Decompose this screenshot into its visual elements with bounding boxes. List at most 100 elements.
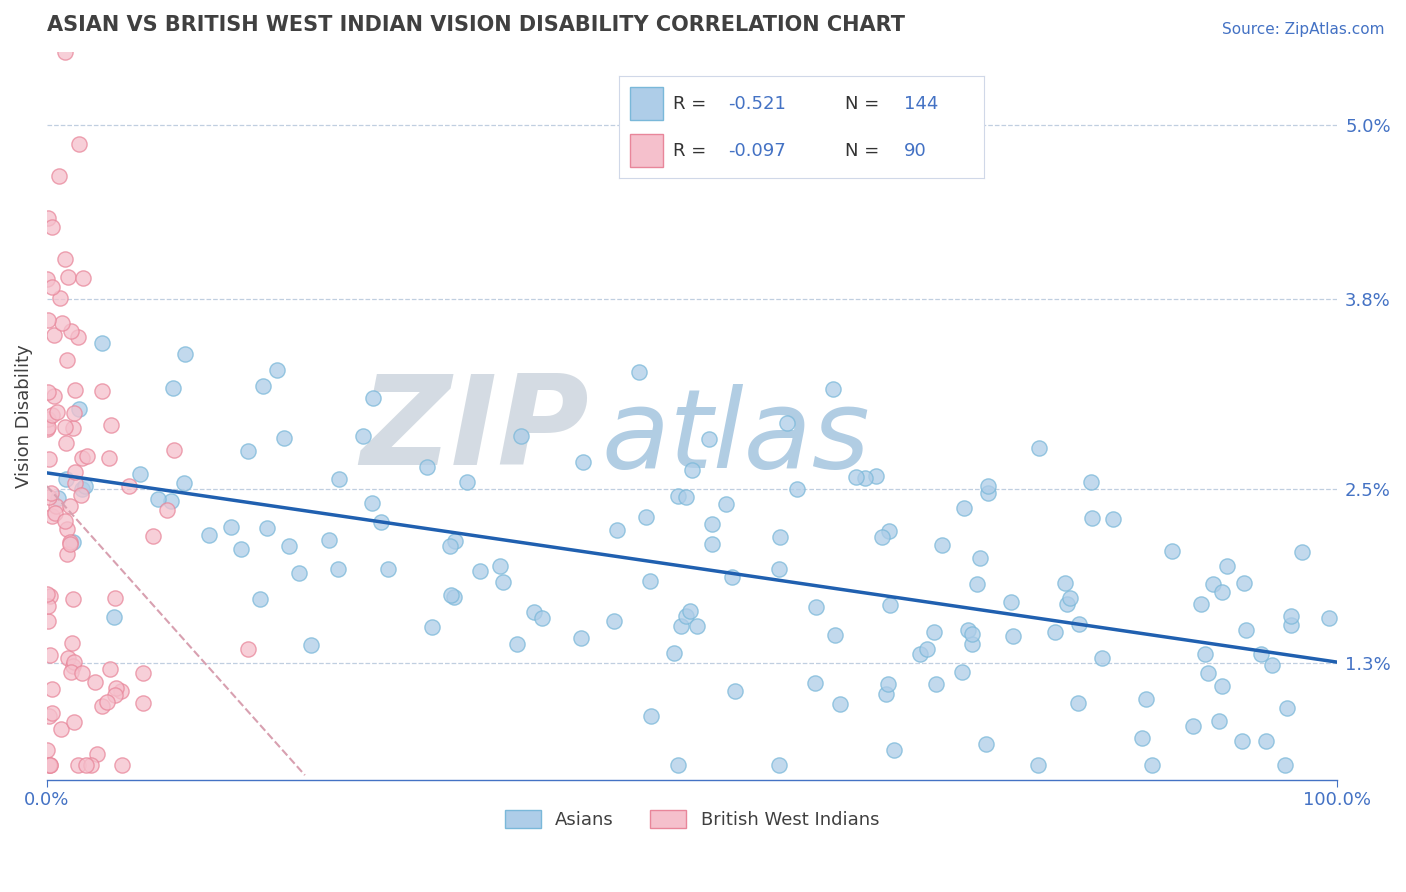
- Point: [1194, 647, 1216, 661]
- Point: [53, 252, 76, 266]
- Point: [845, 470, 868, 484]
- Point: [110, 683, 132, 698]
- Point: [56, 353, 79, 368]
- Point: [1000, 595, 1022, 609]
- Point: [46, 405, 69, 419]
- Point: [67, 758, 90, 772]
- Point: [62, 421, 84, 435]
- Text: 90: 90: [904, 142, 927, 160]
- Point: [41, 485, 63, 500]
- Point: [1001, 629, 1024, 643]
- Point: [1135, 691, 1157, 706]
- Point: [326, 562, 349, 576]
- Point: [67, 401, 90, 416]
- Point: [1233, 576, 1256, 591]
- Point: [1256, 734, 1278, 748]
- Point: [162, 381, 184, 395]
- Point: [67, 137, 90, 152]
- Point: [606, 524, 628, 538]
- Point: [60, 665, 83, 679]
- Text: ZIP: ZIP: [360, 370, 589, 491]
- Point: [361, 496, 384, 510]
- Point: [636, 509, 658, 524]
- Point: [63, 383, 86, 397]
- Point: [146, 492, 169, 507]
- Point: [37, 614, 59, 628]
- Point: [56, 270, 79, 285]
- Point: [76, 450, 98, 464]
- Point: [97, 450, 120, 465]
- Text: atlas: atlas: [602, 384, 870, 491]
- Point: [62, 659, 84, 673]
- Point: [1201, 577, 1223, 591]
- Point: [640, 709, 662, 723]
- Y-axis label: Vision Disability: Vision Disability: [15, 343, 32, 488]
- Point: [724, 684, 747, 698]
- Point: [786, 482, 808, 496]
- Point: [823, 382, 845, 396]
- Point: [328, 471, 350, 485]
- Point: [63, 655, 86, 669]
- Point: [41, 219, 63, 234]
- Point: [48, 169, 70, 183]
- Point: [41, 408, 63, 422]
- Point: [1056, 597, 1078, 611]
- Point: [686, 619, 709, 633]
- Point: [72, 271, 94, 285]
- Point: [1230, 734, 1253, 748]
- Point: [865, 469, 887, 483]
- Point: [679, 604, 702, 618]
- Point: [1197, 666, 1219, 681]
- Text: ASIAN VS BRITISH WEST INDIAN VISION DISABILITY CORRELATION CHART: ASIAN VS BRITISH WEST INDIAN VISION DISA…: [46, 15, 905, 35]
- Point: [443, 590, 465, 604]
- Point: [173, 475, 195, 490]
- Point: [444, 533, 467, 548]
- Point: [90, 698, 112, 713]
- Point: [70, 488, 93, 502]
- Point: [714, 497, 737, 511]
- Point: [252, 379, 274, 393]
- Point: [702, 537, 724, 551]
- Point: [953, 500, 976, 515]
- Point: [38, 648, 60, 662]
- Point: [273, 432, 295, 446]
- Point: [361, 391, 384, 405]
- Point: [236, 641, 259, 656]
- Point: [55, 436, 77, 450]
- Point: [104, 591, 127, 605]
- Point: [103, 609, 125, 624]
- Point: [51, 316, 73, 330]
- Point: [1261, 657, 1284, 672]
- Point: [70, 482, 93, 496]
- Point: [370, 516, 392, 530]
- Text: 144: 144: [904, 95, 938, 112]
- Point: [702, 516, 724, 531]
- Point: [966, 577, 988, 591]
- Point: [299, 638, 322, 652]
- Point: [675, 608, 697, 623]
- Point: [75, 479, 97, 493]
- Point: [132, 666, 155, 681]
- Point: [59, 324, 82, 338]
- Point: [80, 758, 103, 772]
- Point: [492, 574, 515, 589]
- Point: [1181, 718, 1204, 732]
- Point: [1216, 559, 1239, 574]
- Text: -0.521: -0.521: [728, 95, 786, 112]
- Point: [1080, 475, 1102, 489]
- Text: N =: N =: [845, 95, 880, 112]
- Point: [70, 666, 93, 681]
- Point: [931, 538, 953, 552]
- Point: [37, 385, 59, 400]
- Point: [870, 530, 893, 544]
- Point: [879, 524, 901, 538]
- Point: [249, 591, 271, 606]
- Point: [142, 529, 165, 543]
- Point: [668, 489, 690, 503]
- Point: [104, 688, 127, 702]
- Point: [91, 336, 114, 351]
- Point: [853, 471, 876, 485]
- Point: [39, 758, 62, 772]
- Point: [37, 587, 59, 601]
- Point: [49, 291, 72, 305]
